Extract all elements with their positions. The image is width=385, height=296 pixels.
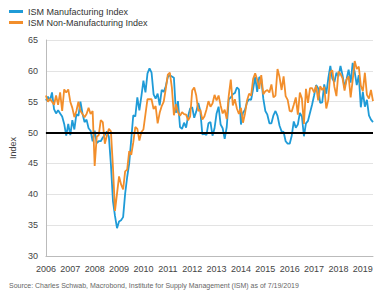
svg-text:2016: 2016 — [280, 264, 300, 274]
svg-text:2006: 2006 — [36, 264, 56, 274]
svg-text:2009: 2009 — [109, 264, 129, 274]
svg-text:2015: 2015 — [255, 264, 275, 274]
svg-text:50: 50 — [28, 128, 38, 138]
svg-text:30: 30 — [28, 251, 38, 261]
svg-text:2008: 2008 — [85, 264, 105, 274]
svg-text:65: 65 — [28, 35, 38, 45]
svg-text:2017: 2017 — [304, 264, 324, 274]
svg-text:55: 55 — [28, 97, 38, 107]
svg-text:2014: 2014 — [231, 264, 251, 274]
svg-text:2011: 2011 — [158, 264, 177, 274]
svg-text:ISM Manufacturing Index: ISM Manufacturing Index — [28, 7, 129, 17]
svg-text:60: 60 — [28, 66, 38, 76]
svg-text:45: 45 — [28, 158, 38, 168]
svg-text:35: 35 — [28, 220, 38, 230]
svg-text:ISM Non-Manufacturing Index: ISM Non-Manufacturing Index — [28, 18, 148, 28]
svg-text:Index: Index — [8, 136, 18, 159]
svg-text:2010: 2010 — [133, 264, 153, 274]
svg-text:2019: 2019 — [353, 264, 373, 274]
svg-text:2018: 2018 — [328, 264, 348, 274]
svg-text:Source: Charles Schwab, Macrob: Source: Charles Schwab, Macrobond, Insti… — [9, 282, 299, 290]
svg-text:2007: 2007 — [60, 264, 80, 274]
svg-text:2013: 2013 — [207, 264, 227, 274]
svg-text:2012: 2012 — [182, 264, 202, 274]
svg-text:40: 40 — [28, 189, 38, 199]
